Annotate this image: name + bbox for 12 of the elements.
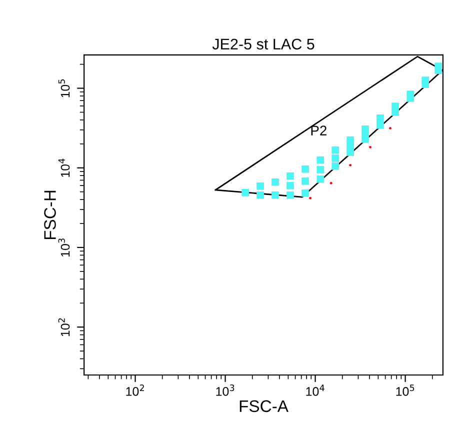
- x-tick-label: 10$^{3}$: [216, 384, 234, 396]
- x-tick-label: 10$^{5}$: [396, 384, 414, 396]
- x-tick-label: 10$^{2}$: [126, 384, 144, 396]
- y-tick-label: 10$^{4}$: [58, 158, 70, 177]
- y-tick-label: 10$^{3}$: [58, 238, 70, 257]
- y-tick-label: 10$^{5}$: [58, 79, 70, 98]
- y-tick-label: 10$^{2}$: [58, 318, 70, 336]
- x-tick-label: 10$^{4}$: [306, 384, 324, 396]
- chart-title: JE2-5 st LAC 5: [212, 38, 314, 50]
- x-axis-title: FSC-A: [240, 400, 288, 412]
- y-axis-title: FSC-H: [44, 190, 56, 240]
- annotation: P2: [311, 126, 326, 136]
